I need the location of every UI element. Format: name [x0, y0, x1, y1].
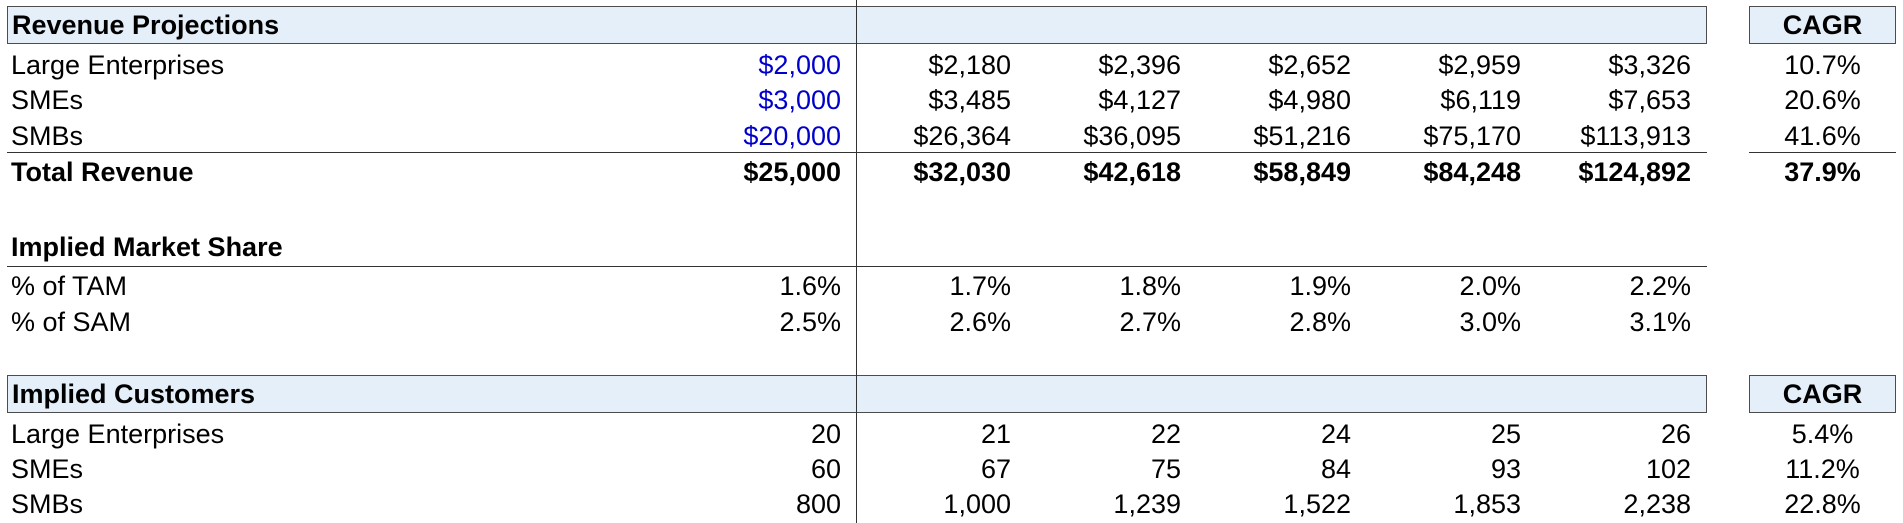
- value-cell[interactable]: 1,239: [1113, 489, 1181, 519]
- value-cell[interactable]: $7,653: [1608, 85, 1691, 115]
- cagr-cell[interactable]: 20.6%: [1784, 85, 1861, 115]
- total-value-cell[interactable]: $124,892: [1578, 157, 1691, 187]
- row-label: % of TAM: [11, 271, 128, 301]
- base-value-cell[interactable]: 20: [810, 419, 841, 449]
- row-label: Large Enterprises: [11, 50, 225, 80]
- market-share-row-tam[interactable]: % of TAM 1.6% 1.7% 1.8% 1.9% 2.0% 2.2%: [0, 268, 1903, 304]
- revenue-total-row[interactable]: Total Revenue $25,000 $32,030 $42,618 $5…: [0, 154, 1903, 190]
- customers-header-bar: Implied Customers: [7, 375, 1707, 413]
- total-value-cell[interactable]: $84,248: [1423, 157, 1521, 187]
- customers-cagr-header: CAGR: [1749, 375, 1896, 413]
- base-value-cell[interactable]: 1.6%: [779, 271, 841, 301]
- value-cell[interactable]: 22: [1150, 419, 1181, 449]
- base-year-separator: [856, 0, 857, 523]
- customers-section-title: Implied Customers: [12, 379, 256, 409]
- total-value-cell[interactable]: $32,030: [913, 157, 1011, 187]
- customers-row-smbs[interactable]: SMBs 800 1,000 1,239 1,522 1,853 2,238 2…: [0, 486, 1903, 522]
- value-cell[interactable]: 1.7%: [949, 271, 1011, 301]
- row-label: SMEs: [11, 454, 84, 484]
- revenue-row-smbs[interactable]: SMBs $20,000 $26,364 $36,095 $51,216 $75…: [0, 118, 1903, 154]
- row-label: SMBs: [11, 489, 84, 519]
- value-cell[interactable]: $36,095: [1083, 121, 1181, 151]
- market-share-row-sam[interactable]: % of SAM 2.5% 2.6% 2.7% 2.8% 3.0% 3.1%: [0, 304, 1903, 340]
- base-value-cell[interactable]: $2,000: [758, 50, 841, 80]
- value-cell[interactable]: 1.9%: [1289, 271, 1351, 301]
- value-cell[interactable]: 1.8%: [1119, 271, 1181, 301]
- value-cell[interactable]: 102: [1645, 454, 1691, 484]
- value-cell[interactable]: $2,396: [1098, 50, 1181, 80]
- market-share-section-title: Implied Market Share: [11, 232, 283, 262]
- row-label: Large Enterprises: [11, 419, 225, 449]
- total-cagr-divider: [1749, 152, 1896, 153]
- value-cell[interactable]: 2,238: [1623, 489, 1691, 519]
- value-cell[interactable]: 67: [980, 454, 1011, 484]
- value-cell[interactable]: 2.0%: [1459, 271, 1521, 301]
- value-cell[interactable]: $2,180: [928, 50, 1011, 80]
- total-label: Total Revenue: [11, 157, 194, 187]
- value-cell[interactable]: 1,853: [1453, 489, 1521, 519]
- total-value-cell[interactable]: $42,618: [1083, 157, 1181, 187]
- value-cell[interactable]: 84: [1320, 454, 1351, 484]
- base-value-cell[interactable]: 800: [795, 489, 841, 519]
- value-cell[interactable]: $6,119: [1440, 85, 1521, 115]
- value-cell[interactable]: $3,326: [1608, 50, 1691, 80]
- cagr-cell[interactable]: 41.6%: [1784, 121, 1861, 151]
- cagr-cell[interactable]: 10.7%: [1784, 50, 1861, 80]
- value-cell[interactable]: 2.6%: [949, 307, 1011, 337]
- customers-row-large-enterprises[interactable]: Large Enterprises 20 21 22 24 25 26 5.4%: [0, 416, 1903, 452]
- value-cell[interactable]: 2.8%: [1289, 307, 1351, 337]
- value-cell[interactable]: 3.1%: [1629, 307, 1691, 337]
- value-cell[interactable]: $4,127: [1098, 85, 1181, 115]
- value-cell[interactable]: $75,170: [1423, 121, 1521, 151]
- row-label: % of SAM: [11, 307, 132, 337]
- base-value-cell[interactable]: 60: [810, 454, 841, 484]
- row-label: SMBs: [11, 121, 84, 151]
- cagr-cell[interactable]: 5.4%: [1791, 419, 1854, 449]
- value-cell[interactable]: $2,959: [1438, 50, 1521, 80]
- value-cell[interactable]: 3.0%: [1459, 307, 1521, 337]
- value-cell[interactable]: $51,216: [1253, 121, 1351, 151]
- base-value-cell[interactable]: $3,000: [758, 85, 841, 115]
- base-value-cell[interactable]: $20,000: [743, 121, 841, 151]
- revenue-row-smes[interactable]: SMEs $3,000 $3,485 $4,127 $4,980 $6,119 …: [0, 82, 1903, 118]
- value-cell[interactable]: 25: [1490, 419, 1521, 449]
- cagr-cell[interactable]: 11.2%: [1785, 454, 1860, 484]
- value-cell[interactable]: $3,485: [928, 85, 1011, 115]
- value-cell[interactable]: 21: [980, 419, 1011, 449]
- value-cell[interactable]: $4,980: [1268, 85, 1351, 115]
- value-cell[interactable]: 2.2%: [1629, 271, 1691, 301]
- market-share-divider: [7, 266, 1707, 267]
- revenue-cagr-header: CAGR: [1749, 6, 1896, 44]
- value-cell[interactable]: 93: [1490, 454, 1521, 484]
- cagr-cell[interactable]: 22.8%: [1784, 489, 1861, 519]
- value-cell[interactable]: 26: [1660, 419, 1691, 449]
- value-cell[interactable]: $113,913: [1580, 121, 1691, 151]
- value-cell[interactable]: 24: [1320, 419, 1351, 449]
- revenue-section-title: Revenue Projections: [12, 10, 280, 40]
- revenue-header-bar: Revenue Projections: [7, 6, 1707, 44]
- total-cagr-cell[interactable]: 37.9%: [1784, 157, 1861, 187]
- total-divider: [7, 152, 1707, 153]
- value-cell[interactable]: 75: [1150, 454, 1181, 484]
- value-cell[interactable]: 2.7%: [1119, 307, 1181, 337]
- customers-row-smes[interactable]: SMEs 60 67 75 84 93 102 11.2%: [0, 451, 1903, 487]
- total-base-cell[interactable]: $25,000: [743, 157, 841, 187]
- base-value-cell[interactable]: 2.5%: [779, 307, 841, 337]
- value-cell[interactable]: $26,364: [913, 121, 1011, 151]
- value-cell[interactable]: $2,652: [1268, 50, 1351, 80]
- value-cell[interactable]: 1,000: [943, 489, 1011, 519]
- value-cell[interactable]: 1,522: [1283, 489, 1351, 519]
- row-label: SMEs: [11, 85, 84, 115]
- total-value-cell[interactable]: $58,849: [1253, 157, 1351, 187]
- revenue-row-large-enterprises[interactable]: Large Enterprises $2,000 $2,180 $2,396 $…: [0, 47, 1903, 83]
